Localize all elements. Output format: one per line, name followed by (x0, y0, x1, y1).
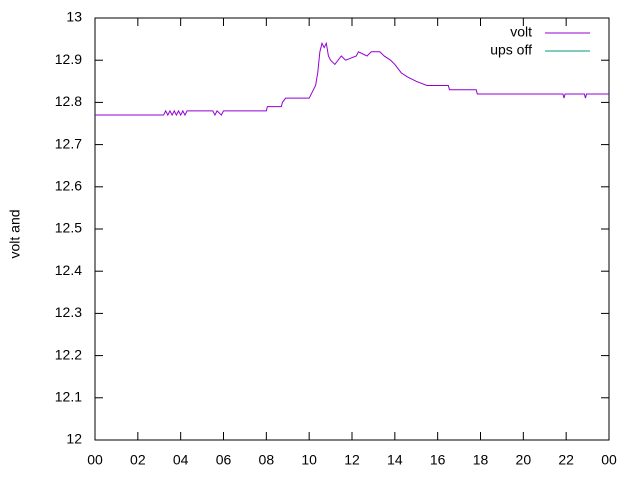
x-tick-label: 00 (601, 452, 617, 468)
x-tick-label: 22 (558, 452, 574, 468)
y-tick-label: 12.1 (55, 389, 82, 405)
x-tick-label: 08 (259, 452, 275, 468)
x-tick-label: 10 (301, 452, 317, 468)
y-tick-label: 12.4 (55, 262, 82, 278)
x-tick-label: 20 (516, 452, 532, 468)
y-tick-label: 12.8 (55, 93, 82, 109)
x-tick-label: 16 (430, 452, 446, 468)
y-tick-label: 12.5 (55, 220, 82, 236)
y-tick-label: 13 (66, 9, 82, 25)
x-tick-label: 12 (344, 452, 360, 468)
y-tick-label: 12 (66, 431, 82, 447)
data-line (95, 41, 609, 117)
legend-label: ups off (490, 42, 532, 58)
x-tick-label: 04 (173, 452, 189, 468)
x-tick-label: 18 (473, 452, 489, 468)
y-tick-label: 12.3 (55, 304, 82, 320)
legend-label: volt (510, 24, 532, 40)
x-tick-label: 14 (387, 452, 403, 468)
plot-frame (94, 17, 610, 441)
y-tick-label: 12.6 (55, 178, 82, 194)
x-tick-label: 00 (87, 452, 103, 468)
y-tick-label: 12.7 (55, 135, 82, 151)
y-axis-label: volt and (7, 209, 23, 258)
y-tick-label: 12.9 (55, 51, 82, 67)
x-tick-label: 02 (130, 452, 146, 468)
y-tick-label: 12.2 (55, 346, 82, 362)
x-tick-label: 06 (216, 452, 232, 468)
